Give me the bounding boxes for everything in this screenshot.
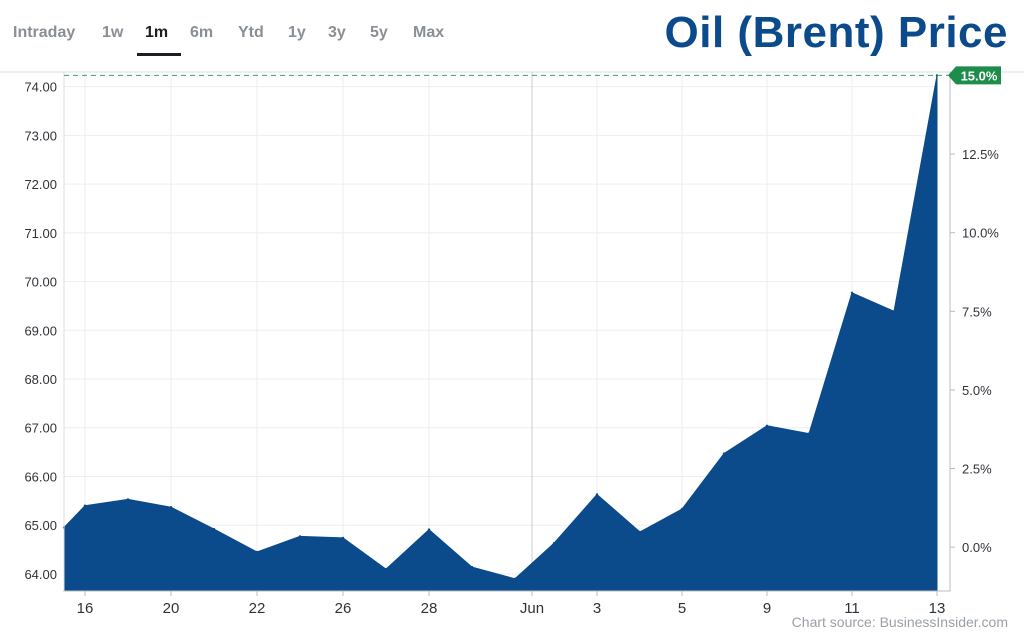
data-point — [427, 528, 431, 531]
data-point — [126, 498, 130, 501]
data-point — [638, 530, 642, 534]
chart-title: Oil (Brent) Price — [664, 8, 1008, 57]
data-point — [552, 542, 556, 545]
data-point — [595, 493, 599, 496]
tab-1w[interactable]: 1w — [102, 24, 124, 41]
data-point — [255, 550, 259, 554]
y-tick-label: 71.00 — [24, 226, 57, 241]
x-tick-label: 16 — [77, 600, 94, 617]
data-point — [807, 432, 811, 435]
data-point — [298, 535, 302, 538]
y-tick-label: 67.00 — [24, 421, 57, 436]
tab-1y[interactable]: 1y — [288, 24, 306, 41]
tab-3y[interactable]: 3y — [328, 24, 346, 41]
y-right-tick-label: 0.0% — [962, 540, 992, 555]
data-point — [892, 310, 896, 313]
y-tick-label: 73.00 — [24, 128, 57, 143]
price-area — [63, 74, 938, 592]
x-tick-label: 3 — [593, 600, 601, 617]
latest-change-label: 15.0% — [961, 68, 998, 83]
y-right-tick-label: 12.5% — [962, 147, 999, 162]
tab-5y[interactable]: 5y — [370, 24, 388, 41]
x-tick-label: 28 — [421, 600, 438, 617]
data-point — [470, 565, 474, 569]
y-right-tick-label: 7.5% — [962, 304, 992, 319]
data-point — [680, 507, 684, 511]
x-tick-label: 9 — [763, 600, 771, 617]
y-right-tick-label: 5.0% — [962, 383, 992, 398]
tab-6m[interactable]: 6m — [190, 24, 214, 41]
y-tick-label: 66.00 — [24, 469, 57, 484]
data-point — [722, 452, 726, 455]
y-tick-label: 69.00 — [24, 323, 57, 338]
tab-ytd[interactable]: Ytd — [238, 24, 264, 41]
data-point — [765, 424, 769, 427]
y-right-tick-label: 10.0% — [962, 226, 999, 241]
data-point — [341, 536, 345, 540]
data-point — [384, 567, 388, 571]
y-tick-label: 70.00 — [24, 275, 57, 290]
data-point — [169, 506, 173, 509]
x-tick-label: 11 — [844, 600, 860, 617]
y-tick-label: 68.00 — [24, 372, 57, 387]
y-tick-label: 72.00 — [24, 177, 57, 192]
timeframe-tabs: Intraday 1w 1m 6m Ytd 1y 3y 5y Max — [0, 0, 470, 60]
y-tick-label: 64.00 — [24, 567, 57, 582]
tab-1m[interactable]: 1m — [145, 24, 169, 41]
data-point — [83, 504, 87, 507]
data-point — [212, 527, 216, 531]
y-right-tick-label: 2.5% — [962, 462, 992, 477]
data-point — [513, 577, 517, 580]
x-tick-label: 20 — [163, 600, 180, 617]
latest-change-badge — [948, 66, 1001, 85]
x-tick-label: 13 — [929, 600, 946, 617]
chart-source: Chart source: BusinessInsider.com — [791, 614, 1008, 630]
y-tick-label: 65.00 — [24, 518, 57, 533]
x-tick-label: 5 — [678, 600, 686, 617]
data-point — [850, 291, 854, 294]
tab-max[interactable]: Max — [413, 24, 445, 41]
active-tab-underline — [137, 53, 181, 56]
y-tick-label: 74.00 — [24, 80, 57, 95]
x-tick-label: Jun — [520, 600, 544, 617]
tab-intraday[interactable]: Intraday — [13, 24, 76, 41]
x-tick-label: 22 — [249, 600, 266, 617]
x-tick-label: 26 — [335, 600, 352, 617]
